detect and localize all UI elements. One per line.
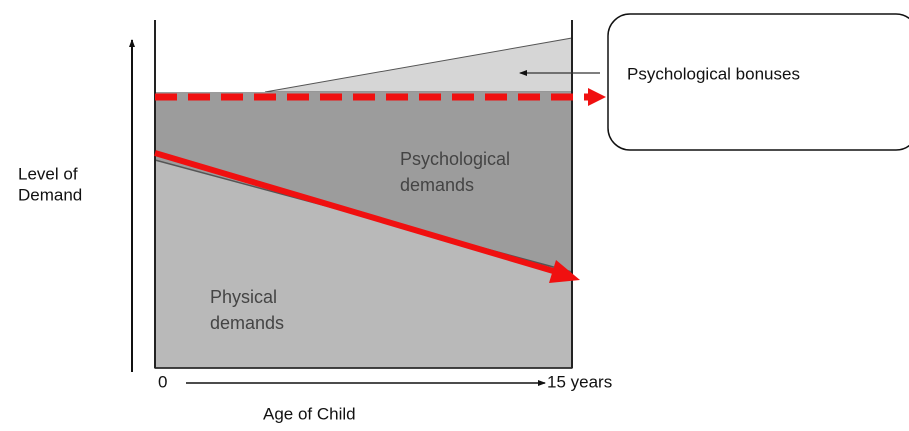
red-arrowhead <box>549 260 580 283</box>
region-label: demands <box>210 313 284 333</box>
x-end-label: 15 years <box>547 372 612 391</box>
red-dashed-arrowhead <box>588 88 606 106</box>
bonus-region <box>264 37 573 93</box>
callout-text: Psychological bonuses <box>627 64 800 83</box>
region-label: demands <box>400 175 474 195</box>
callout-box <box>607 13 909 151</box>
region-label: Physical <box>210 287 277 307</box>
x-start-label: 0 <box>158 372 167 391</box>
x-axis-label: Age of Child <box>263 404 356 423</box>
y-axis-label: Demand <box>18 185 82 204</box>
red-arrow <box>154 150 561 276</box>
y-axis-label: Level of <box>18 164 78 183</box>
region-label: Psychological <box>400 149 510 169</box>
